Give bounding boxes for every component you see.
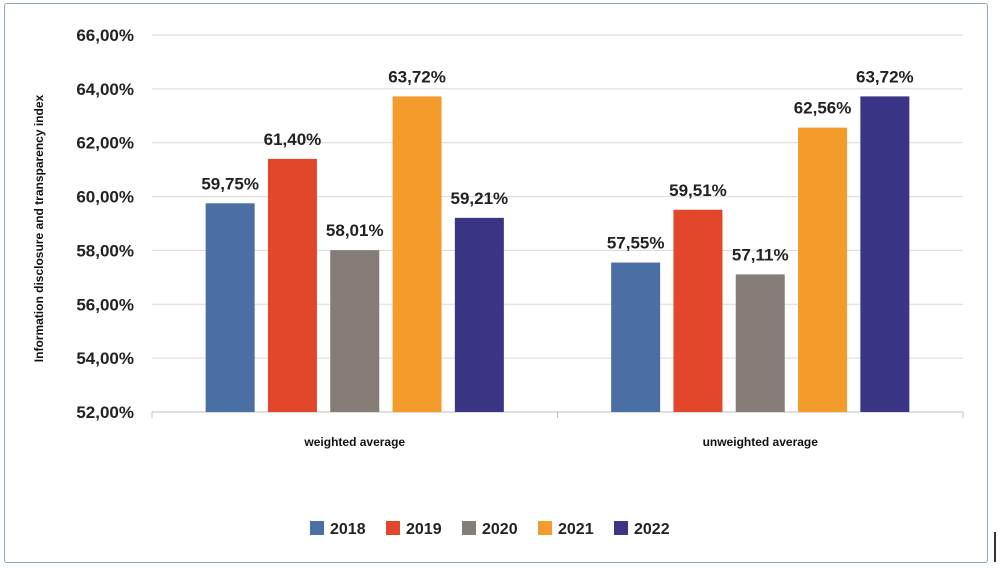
legend-label: 2022	[634, 521, 670, 538]
data-label: 59,21%	[451, 189, 509, 208]
legend-swatch	[462, 521, 476, 535]
y-tick-label: 52,00%	[76, 403, 134, 422]
data-label: 63,72%	[856, 67, 914, 86]
bar	[860, 96, 910, 412]
bar	[267, 158, 317, 412]
legend-label: 2019	[406, 521, 442, 538]
data-label: 62,56%	[794, 99, 852, 118]
legend-swatch	[386, 521, 400, 535]
bar	[735, 274, 785, 412]
y-tick-label: 64,00%	[76, 80, 134, 99]
data-label: 61,40%	[264, 130, 322, 149]
x-category-label: unweighted average	[703, 435, 819, 449]
legend-swatch	[310, 521, 324, 535]
bar	[205, 203, 255, 412]
data-label: 59,75%	[201, 174, 259, 193]
bar	[611, 262, 661, 412]
legend-swatch	[538, 521, 552, 535]
y-tick-label: 62,00%	[76, 134, 134, 153]
legend-label: 2021	[558, 521, 594, 538]
y-tick-label: 54,00%	[76, 349, 134, 368]
chart-frame	[4, 3, 988, 563]
x-category-label: weighted average	[303, 435, 405, 449]
legend-swatch	[614, 521, 628, 535]
data-label: 63,72%	[388, 67, 446, 86]
y-axis-title: Information disclosure and transparency …	[32, 94, 46, 362]
y-tick-label: 66,00%	[76, 26, 134, 45]
data-label: 57,11%	[732, 245, 789, 264]
bar	[454, 217, 504, 412]
legend-label: 2018	[330, 521, 366, 538]
y-tick-label: 60,00%	[76, 188, 134, 207]
data-label: 57,55%	[607, 234, 665, 253]
bar	[330, 250, 380, 412]
data-label: 58,01%	[326, 221, 384, 240]
edge-mark	[994, 532, 996, 562]
y-tick-label: 56,00%	[76, 295, 134, 314]
y-tick-label: 58,00%	[76, 241, 134, 260]
data-label: 59,51%	[669, 181, 727, 200]
bar	[798, 127, 848, 413]
bar	[392, 96, 442, 412]
bar	[673, 209, 723, 412]
legend-label: 2020	[482, 521, 518, 538]
